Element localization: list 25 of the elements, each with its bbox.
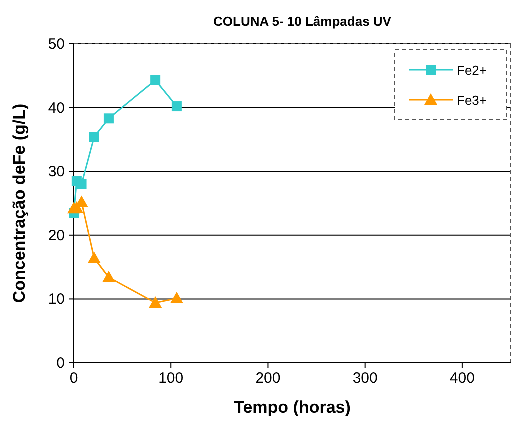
y-tick-label: 50 [48, 36, 65, 53]
point [89, 132, 100, 142]
point [172, 102, 182, 112]
y-axis-title: Concentração deFe (g/L) [10, 104, 29, 304]
legend-label: Fe3+ [457, 93, 487, 108]
x-tick-label: 200 [256, 370, 281, 387]
y-tick-label: 10 [48, 291, 65, 308]
x-axis-title: Tempo (horas) [234, 398, 351, 417]
point [102, 271, 116, 283]
point [149, 296, 162, 308]
point [104, 114, 114, 124]
y-tick-label: 30 [48, 164, 65, 181]
point [88, 252, 101, 264]
x-tick-label: 300 [352, 370, 378, 387]
y-tick-label: 40 [48, 100, 65, 117]
point [76, 179, 87, 190]
point [170, 292, 184, 304]
point [150, 75, 161, 86]
legend-label: Fe2+ [457, 63, 487, 78]
chart-title: COLUNA 5- 10 Lâmpadas UV [214, 14, 392, 29]
x-tick-label: 400 [450, 370, 475, 387]
x-tick-label: 100 [158, 370, 184, 387]
y-tick-label: 0 [56, 355, 65, 372]
x-tick-label: 0 [70, 370, 78, 387]
y-tick-label: 20 [48, 227, 65, 244]
